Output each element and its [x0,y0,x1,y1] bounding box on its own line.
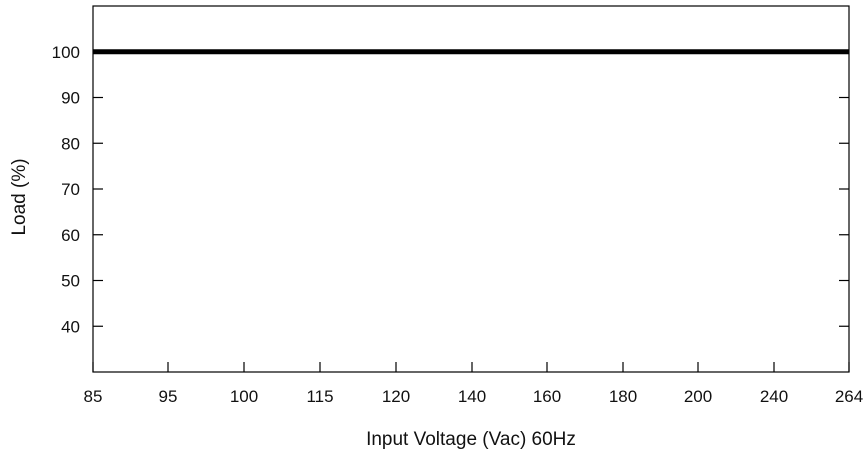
y-tick-label: 70 [61,180,80,199]
x-tick-label: 115 [306,387,333,406]
x-tick-label: 264 [835,387,863,406]
y-axis-label: Load (%) [9,158,30,235]
y-tick-label: 100 [52,43,80,62]
x-tick-label: 200 [684,387,712,406]
x-tick-label: 85 [84,387,103,406]
x-axis-label: Input Voltage (Vac) 60Hz [366,429,576,450]
y-tick-label: 60 [61,226,80,245]
x-tick-label: 160 [533,387,561,406]
y-tick-label: 80 [61,134,80,153]
x-tick-label: 120 [382,387,410,406]
y-tick-label: 90 [61,89,80,108]
x-tick-label: 180 [609,387,637,406]
y-tick-label: 50 [61,272,80,291]
x-tick-label: 95 [159,387,178,406]
x-tick-label: 240 [760,387,788,406]
x-tick-label: 100 [230,387,258,406]
x-tick-label: 140 [458,387,486,406]
plot-area-frame [92,5,850,373]
y-tick-label: 40 [61,317,80,336]
